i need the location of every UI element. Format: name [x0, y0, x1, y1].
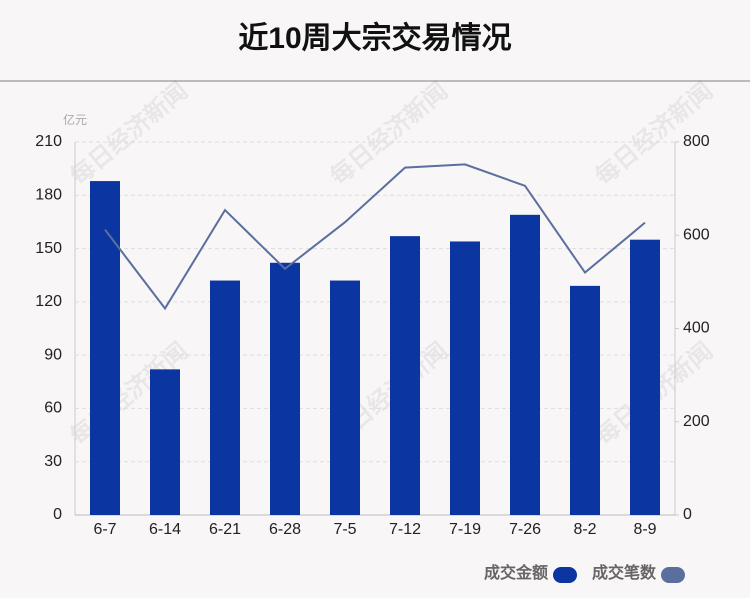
bar	[450, 241, 480, 515]
x-tick-label: 7-26	[509, 521, 541, 538]
x-tick-label: 8-9	[633, 521, 656, 538]
bar	[390, 236, 420, 515]
x-tick-label: 8-2	[573, 521, 596, 538]
x-tick-label: 7-12	[389, 521, 421, 538]
bar	[90, 181, 120, 516]
y-unit: 亿元	[63, 112, 87, 127]
legend-swatch	[553, 567, 577, 583]
bar	[570, 285, 600, 515]
y-tick-label: 60	[44, 400, 62, 417]
legend-label: 成交笔数	[592, 563, 657, 582]
x-tick-label: 7-19	[449, 521, 481, 538]
bar	[630, 239, 660, 515]
y2-tick-label: 200	[683, 413, 710, 430]
y2-tick-label: 800	[683, 133, 710, 150]
y-tick-label: 210	[35, 133, 62, 150]
x-tick-label: 7-5	[333, 521, 356, 538]
y2-tick-label: 600	[683, 226, 710, 243]
x-tick-label: 6-7	[93, 521, 116, 538]
line	[104, 163, 646, 311]
legend-swatch	[661, 567, 685, 583]
y2-tick-label: 0	[683, 506, 692, 523]
y-tick-label: 180	[35, 187, 62, 204]
chart-title: 近10周大宗交易情况	[238, 21, 511, 55]
y-tick-label: 120	[35, 293, 62, 310]
bar	[270, 262, 300, 515]
y-tick-label: 30	[44, 453, 62, 470]
y2-tick-label: 400	[683, 320, 710, 337]
legend-label: 成交金额	[484, 563, 548, 582]
y-tick-label: 90	[44, 346, 62, 363]
bar	[510, 214, 540, 516]
bar	[210, 280, 240, 515]
y-tick-label: 150	[35, 240, 62, 257]
y-tick-label: 0	[53, 506, 62, 523]
bar	[150, 369, 180, 515]
x-tick-label: 6-14	[149, 521, 181, 538]
x-tick-label: 6-21	[209, 521, 241, 538]
x-tick-label: 6-28	[269, 521, 301, 538]
bar	[330, 280, 360, 515]
